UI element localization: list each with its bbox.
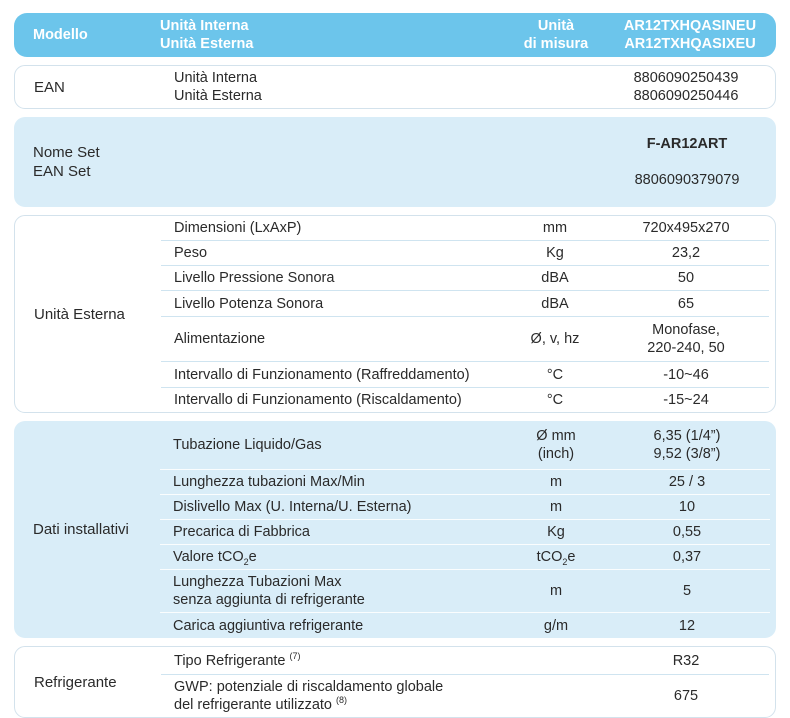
- table-row: Tubazione Liquido/Gas Ø mm (inch) 6,35 (…: [160, 421, 770, 469]
- value-cell: 0,37: [672, 549, 702, 565]
- value-cell: Monofase, 220-240, 50: [647, 322, 725, 356]
- value-cell: 720x495x270: [642, 220, 730, 236]
- param-label: Precarica di Fabbrica: [173, 524, 310, 540]
- section-outdoor-unit: Unità Esterna Dimensioni (LxAxP) mm 720x…: [14, 215, 776, 413]
- param-label: Alimentazione: [174, 331, 266, 347]
- param-label: Intervallo di Funzionamento (Riscaldamen…: [174, 392, 462, 408]
- unit-cell: Ø mm (inch): [536, 428, 576, 462]
- table-row: Livello Pressione Sonora dBA 50: [161, 265, 769, 290]
- value-cell: R32: [672, 652, 700, 669]
- header-unit-lines: Unità Interna Unità Esterna: [160, 18, 254, 52]
- value-cell: 8806090250439 8806090250446: [633, 70, 739, 104]
- set-ean-value: 8806090379079: [634, 172, 740, 188]
- table-row: Dislivello Max (U. Interna/U. Esterna) m…: [160, 494, 770, 519]
- table-row: Intervallo di Funzionamento (Raffreddame…: [161, 361, 769, 387]
- table-row: Precarica di Fabbrica Kg 0,55: [160, 519, 770, 544]
- section-refrigerant: Refrigerante Tipo Refrigerante (7) R32 G…: [14, 646, 776, 718]
- section-rows: Tipo Refrigerante (7) R32 GWP: potenzial…: [161, 647, 775, 717]
- param-label: Unità Interna Unità Esterna: [174, 70, 262, 104]
- section-label-installation: Dati installativi: [33, 521, 129, 538]
- header-measure-label: Unità di misura: [523, 18, 589, 52]
- value-cell: F-AR12ART 8806090379079: [604, 117, 770, 207]
- param-label: Dislivello Max (U. Interna/U. Esterna): [173, 499, 412, 515]
- value-cell: 65: [677, 295, 695, 312]
- value-cell: 12: [678, 617, 696, 634]
- section-set: Nome Set EAN Set F-AR12ART 8806090379079: [14, 117, 776, 207]
- value-cell: -10~46: [663, 366, 709, 383]
- table-row: Carica aggiuntiva refrigerante g/m 12: [160, 612, 770, 638]
- unit-cell: dBA: [541, 295, 569, 312]
- unit-cell: m: [549, 583, 563, 599]
- param-label: Lunghezza tubazioni Max/Min: [173, 474, 365, 490]
- value-cell: 0,55: [672, 524, 702, 540]
- param-label: Dimensioni (LxAxP): [174, 220, 302, 236]
- unit-cell: g/m: [543, 617, 569, 634]
- value-cell: -15~24: [663, 392, 709, 408]
- table-row: Valore tCO2e tCO2e 0,37: [160, 544, 770, 569]
- section-rows: Unità Interna Unità Esterna 880609025043…: [161, 66, 775, 108]
- param-label: Livello Pressione Sonora: [174, 270, 335, 286]
- section-rows: F-AR12ART 8806090379079: [160, 117, 776, 207]
- param-label: Livello Potenza Sonora: [174, 295, 324, 312]
- unit-cell: Kg: [546, 245, 564, 261]
- unit-cell: Kg: [547, 524, 565, 540]
- unit-cell: m: [549, 499, 563, 515]
- unit-cell: dBA: [541, 270, 569, 286]
- table-row: Intervallo di Funzionamento (Riscaldamen…: [161, 387, 769, 412]
- subscript: 2: [243, 556, 249, 567]
- value-cell: 25 / 3: [668, 474, 706, 490]
- table-row: Alimentazione Ø, v, hz Monofase, 220-240…: [161, 316, 769, 361]
- param-label: Peso: [174, 245, 208, 261]
- table-row: Lunghezza Tubazioni Max senza aggiunta d…: [160, 569, 770, 612]
- section-label-set: Nome Set EAN Set: [33, 144, 100, 180]
- header-model-label: Modello: [33, 27, 88, 43]
- unit-cell: m: [549, 474, 563, 490]
- table-row: Tipo Refrigerante (7) R32: [161, 647, 769, 674]
- table-row: Peso Kg 23,2: [161, 240, 769, 265]
- value-cell: 6,35 (1/4”) 9,52 (3/8”): [653, 428, 721, 462]
- subscript: 2: [562, 556, 568, 567]
- value-cell: 50: [677, 270, 695, 286]
- param-label: Lunghezza Tubazioni Max senza aggiunta d…: [173, 574, 365, 608]
- unit-cell: °C: [546, 366, 564, 383]
- section-installation-data: Dati installativi Tubazione Liquido/Gas …: [14, 421, 776, 638]
- section-rows: Tubazione Liquido/Gas Ø mm (inch) 6,35 (…: [160, 421, 776, 638]
- section-ean: EAN Unità Interna Unità Esterna 88060902…: [14, 65, 776, 109]
- table-row: F-AR12ART 8806090379079: [160, 117, 770, 207]
- unit-cell: mm: [542, 220, 568, 236]
- table-row: Unità Interna Unità Esterna 880609025043…: [161, 66, 769, 108]
- section-label-ean: EAN: [34, 78, 65, 96]
- footnote-ref: (8): [336, 695, 348, 706]
- header-model-codes: AR12TXHQASINEU AR12TXHQASIXEU: [623, 18, 757, 52]
- unit-cell: Ø, v, hz: [530, 331, 580, 347]
- unit-cell: °C: [546, 392, 564, 408]
- param-label: Intervallo di Funzionamento (Raffreddame…: [174, 366, 470, 383]
- table-row: Dimensioni (LxAxP) mm 720x495x270: [161, 216, 769, 240]
- section-label-outdoor: Unità Esterna: [34, 305, 125, 323]
- value-cell: 5: [682, 583, 692, 599]
- table-header: Modello Unità Interna Unità Esterna Unit…: [14, 13, 776, 57]
- param-label: Carica aggiuntiva refrigerante: [173, 617, 364, 634]
- value-cell: 10: [678, 499, 696, 515]
- param-label: Tipo Refrigerante (7): [174, 650, 301, 669]
- unit-cell: tCO2e: [536, 549, 576, 567]
- param-label: Tubazione Liquido/Gas: [173, 437, 322, 453]
- set-name-value: F-AR12ART: [646, 136, 728, 152]
- value-cell: 23,2: [671, 245, 701, 261]
- value-cell: 675: [673, 688, 699, 704]
- section-label-refrigerant: Refrigerante: [34, 673, 117, 691]
- table-row: GWP: potenziale di riscaldamento globale…: [161, 674, 769, 717]
- table-row: Livello Potenza Sonora dBA 65: [161, 290, 769, 316]
- table-row: Lunghezza tubazioni Max/Min m 25 / 3: [160, 469, 770, 494]
- footnote-ref: (7): [289, 650, 301, 661]
- param-label: Valore tCO2e: [173, 549, 257, 567]
- param-label: GWP: potenziale di riscaldamento globale…: [174, 679, 444, 713]
- param-label: [160, 159, 508, 165]
- section-rows: Dimensioni (LxAxP) mm 720x495x270 Peso K…: [161, 216, 775, 412]
